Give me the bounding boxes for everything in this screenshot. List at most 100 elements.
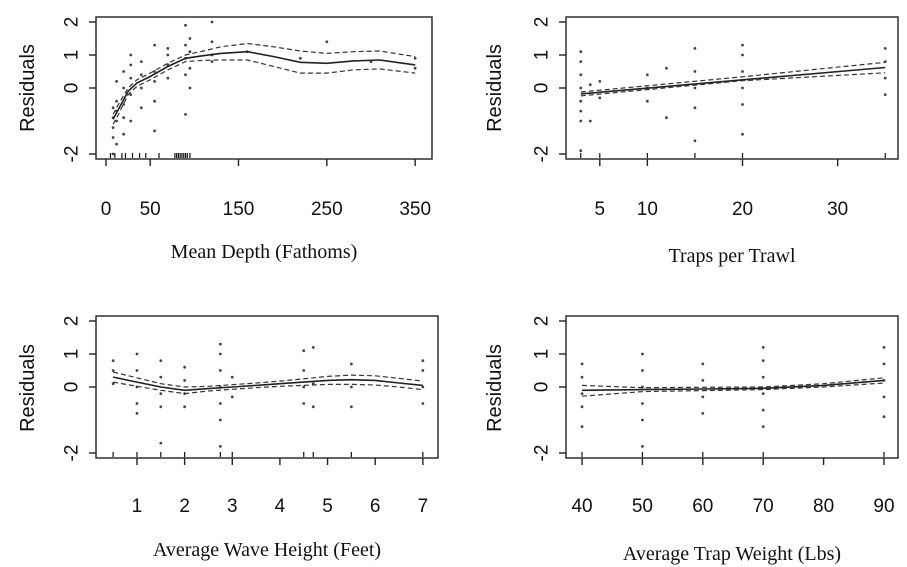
residual-point <box>139 73 143 77</box>
residual-point <box>579 149 583 153</box>
x-tick-label: 350 <box>399 199 431 220</box>
fitted-line <box>112 50 416 120</box>
y-tick-label: -2 <box>532 146 553 163</box>
x-axis-label: Average Wave Height (Feet) <box>153 539 381 561</box>
y-tick-label: -2 <box>62 445 83 462</box>
y-axis-label: Residuals <box>17 44 39 132</box>
residual-point <box>129 76 133 80</box>
residual-point <box>580 425 584 428</box>
residual-point <box>302 369 306 372</box>
residual-point <box>166 53 170 57</box>
residual-point <box>122 116 126 120</box>
y-tick-label: 1 <box>532 50 553 61</box>
residual-point <box>166 47 170 50</box>
fitted-line <box>112 376 423 392</box>
y-axis-label: Residuals <box>484 344 506 432</box>
residual-point <box>183 405 187 409</box>
residual-point <box>882 362 886 366</box>
y-axis-label: Residuals <box>17 344 39 432</box>
residual-point <box>349 405 353 409</box>
residual-point <box>153 80 156 83</box>
y-tick-label: 2 <box>62 316 83 327</box>
residual-point <box>122 86 126 90</box>
residual-point <box>210 60 214 63</box>
residual-point <box>210 20 214 24</box>
confidence-band <box>581 377 885 389</box>
x-tick-label: 10 <box>637 199 658 220</box>
residual-point <box>111 126 115 129</box>
residual-point <box>580 392 584 395</box>
x-tick-label: 50 <box>140 199 161 220</box>
residual-point <box>349 362 353 366</box>
residual-point <box>413 56 417 60</box>
residual-point <box>159 392 163 395</box>
residual-point <box>153 43 156 47</box>
x-tick-label: 5 <box>594 199 605 220</box>
x-axis-label: Average Trap Weight (Lbs) <box>623 543 841 565</box>
confidence-band <box>580 72 886 97</box>
residual-point <box>693 47 697 50</box>
residual-point <box>218 369 222 372</box>
x-tick-label: 30 <box>827 199 848 220</box>
residual-point <box>693 70 697 73</box>
residual-point <box>413 66 417 70</box>
residual-point <box>882 395 886 399</box>
x-axis-label: Mean Depth (Fathoms) <box>171 241 358 263</box>
x-tick-label: 4 <box>275 496 286 517</box>
residual-point <box>159 375 163 379</box>
y-axis-label: Residuals <box>484 44 506 132</box>
residual-point <box>580 375 584 379</box>
confidence-band <box>112 42 416 115</box>
y-tick-label: 2 <box>62 17 83 28</box>
residual-point <box>218 418 222 422</box>
fitted-line <box>581 379 885 392</box>
residual-point <box>183 379 187 382</box>
residual-point <box>184 43 187 47</box>
residual-point <box>188 50 192 54</box>
residual-point <box>135 369 139 372</box>
residual-point <box>641 402 644 405</box>
residual-point <box>588 119 592 123</box>
residual-point <box>882 346 886 349</box>
x-tick-label: 6 <box>370 496 381 517</box>
residual-point <box>701 362 705 366</box>
y-tick-label: 0 <box>62 382 83 393</box>
residual-point <box>664 66 668 70</box>
residual-point <box>159 405 163 409</box>
residual-point <box>135 402 139 405</box>
residual-point <box>111 106 115 110</box>
residual-point <box>641 352 644 356</box>
residual-point <box>153 129 156 133</box>
x-tick-label: 250 <box>311 199 343 220</box>
residual-point <box>122 132 126 136</box>
residual-point <box>302 402 306 405</box>
residual-point <box>122 70 126 73</box>
residual-point <box>111 369 115 372</box>
residual-point <box>325 40 329 44</box>
x-tick-label: 20 <box>732 199 753 220</box>
residual-point <box>129 119 133 123</box>
residual-point <box>701 379 705 382</box>
residual-point <box>111 382 115 386</box>
residual-point <box>579 50 583 54</box>
residual-point <box>641 445 644 448</box>
residual-point <box>645 99 649 103</box>
residual-point <box>761 392 765 395</box>
residual-point <box>183 365 187 369</box>
residual-point <box>579 60 583 63</box>
residual-point <box>741 103 744 106</box>
plot-frame <box>95 16 433 160</box>
residual-point <box>421 402 425 405</box>
residual-point <box>761 359 765 362</box>
y-tick-label: 0 <box>532 382 553 393</box>
residual-point <box>184 73 187 77</box>
residual-point <box>421 369 425 372</box>
residual-point <box>580 405 584 409</box>
residual-point <box>153 70 156 73</box>
residual-point <box>188 66 192 70</box>
residual-point <box>761 425 765 428</box>
y-tick-label: 2 <box>532 316 553 327</box>
residual-point <box>579 99 583 103</box>
y-tick-label: -2 <box>62 146 83 163</box>
